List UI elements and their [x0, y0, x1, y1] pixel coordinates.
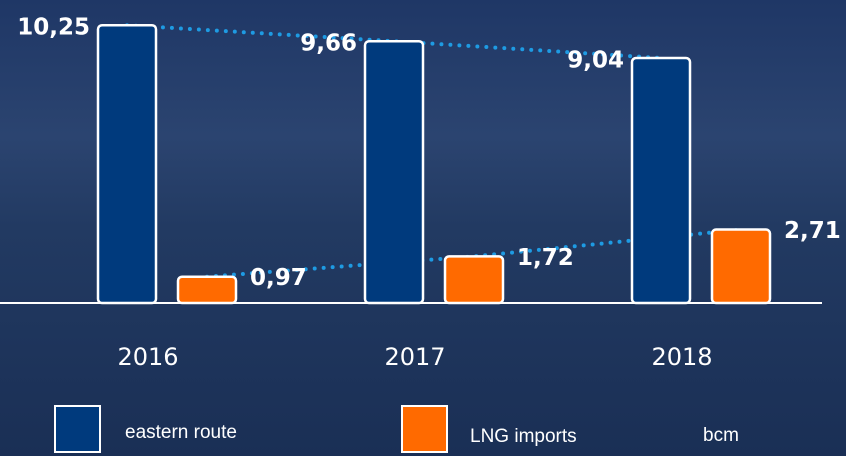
trend-layer [125, 23, 743, 279]
unit-label: bcm [703, 425, 739, 446]
legend-label: eastern route [125, 422, 237, 443]
label-layer: 2016 2017 2018 10,25 9,66 9,04 eastern route 0,… [17, 15, 841, 453]
value-label: 0,97 [250, 265, 307, 291]
trend-line [205, 227, 743, 279]
bar [176, 275, 238, 305]
bar [630, 56, 692, 305]
bar [443, 255, 505, 305]
value-label: 9,66 [300, 31, 357, 57]
value-label: 1,72 [517, 245, 574, 271]
value-label: 9,04 [567, 48, 624, 74]
x-tick-label: 2016 [117, 343, 178, 371]
x-tick-label: 2018 [651, 343, 712, 371]
value-label: 10,25 [17, 15, 90, 41]
legend-label: LNG imports [470, 426, 577, 447]
value-label: 2,71 [784, 218, 841, 244]
x-tick-label: 2017 [384, 343, 445, 371]
bar [96, 23, 158, 305]
bar [710, 228, 772, 305]
legend-swatch [401, 405, 448, 453]
legend-swatch [54, 405, 101, 453]
trend-line [125, 23, 663, 61]
bar [363, 39, 425, 305]
